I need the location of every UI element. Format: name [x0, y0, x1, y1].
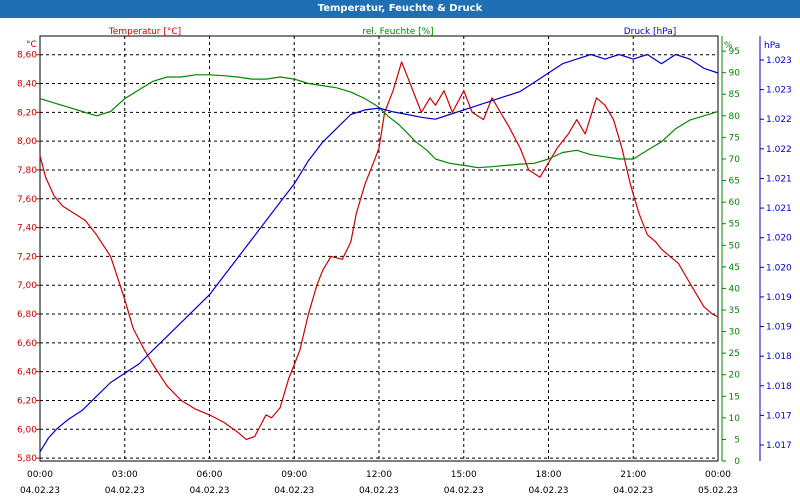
data-series	[39, 53, 719, 453]
y-tick-label-humidity: 35	[729, 306, 740, 316]
y-tick-label-temperature: 7,00	[17, 281, 37, 291]
y-tick-label-temperature: 8,40	[17, 80, 37, 90]
y-tick-label-pressure: 1.021	[766, 204, 792, 214]
y-tick-label-temperature: 7,40	[17, 224, 37, 234]
y-tick-label-humidity: 80	[729, 112, 741, 122]
series-line-humidity	[39, 74, 719, 169]
y-tick-label-pressure: 1.023	[766, 86, 792, 96]
y-tick-label-temperature: 6,60	[17, 339, 37, 349]
y-tick-label-humidity: 60	[729, 198, 741, 208]
y-tick-label-humidity: 85	[729, 90, 740, 100]
y-tick-label-pressure: 1.020	[766, 263, 792, 273]
y-tick-label-pressure: 1.018	[766, 382, 792, 392]
unit-temperature: °C	[26, 40, 37, 50]
y-tick-label-pressure: 1.021	[766, 174, 792, 184]
axis-label-humidity: rel. Feuchte [%]	[362, 27, 433, 37]
y-tick-label-pressure: 1.019	[766, 293, 792, 303]
axis-label-temperature: Temperatur [°C]	[108, 27, 181, 37]
y-tick-label-pressure: 1.023	[766, 56, 792, 66]
y-tick-label-humidity: 65	[729, 177, 740, 187]
x-tick-time: 12:00	[366, 470, 392, 480]
y-tick-label-pressure: 1.018	[766, 352, 792, 362]
y-tick-label-temperature: 7,60	[17, 195, 37, 205]
x-tick-time: 06:00	[197, 470, 223, 480]
unit-humidity: %	[724, 41, 733, 51]
x-tick-time: 00:00	[705, 470, 731, 480]
x-tick-date: 04.02.23	[274, 486, 314, 496]
y-tick-label-humidity: 5	[734, 435, 740, 445]
y-tick-label-humidity: 70	[729, 155, 741, 165]
y-tick-label-pressure: 1.022	[766, 115, 792, 125]
grid-lines	[40, 36, 718, 461]
y-tick-label-humidity: 20	[729, 371, 741, 381]
x-tick-date: 04.02.23	[528, 486, 568, 496]
y-tick-label-pressure: 1.022	[766, 145, 792, 155]
x-tick-date: 04.02.23	[613, 486, 653, 496]
y-tick-label-humidity: 55	[729, 220, 740, 230]
x-tick-time: 15:00	[451, 470, 477, 480]
y-tick-label-temperature: 7,80	[17, 166, 37, 176]
plot-frame	[39, 35, 719, 462]
axis-labels: Temperatur [°C] rel. Feuchte [%] Druck […	[26, 27, 780, 51]
y-tick-label-pressure: 1.019	[766, 323, 792, 333]
x-tick-date: 04.02.23	[105, 486, 145, 496]
y-tick-label-pressure: 1.017	[766, 411, 792, 421]
series-line-temperature	[39, 61, 719, 440]
x-tick-time: 21:00	[620, 470, 646, 480]
y-tick-label-humidity: 15	[729, 392, 740, 402]
y-tick-label-humidity: 25	[729, 349, 740, 359]
chart-axes: 00:00 04.02.23 03:00 04.02.23 06:00 04.02.23 0…	[17, 35, 792, 496]
y-tick-label-temperature: 7,20	[17, 252, 37, 262]
x-tick-date: 04.02.23	[359, 486, 399, 496]
y-tick-label-pressure: 1.017	[766, 441, 792, 451]
x-tick-date: 04.02.23	[189, 486, 229, 496]
weather-chart: 00:00 04.02.23 03:00 04.02.23 06:00 04.02.23 0…	[17, 27, 792, 496]
window-title: Temperatur, Feuchte & Druck	[0, 0, 800, 18]
y-tick-label-temperature: 5,80	[17, 454, 37, 464]
y-tick-label-temperature: 8,00	[17, 137, 37, 147]
y-tick-label-pressure: 1.020	[766, 234, 792, 244]
unit-pressure: hPa	[764, 41, 780, 51]
x-tick-date: 05.02.23	[698, 486, 738, 496]
y-tick-label-humidity: 40	[729, 284, 741, 294]
y-tick-label-humidity: 30	[729, 328, 741, 338]
y-tick-label-temperature: 6,80	[17, 310, 37, 320]
series-line-pressure	[39, 53, 719, 453]
y-tick-label-temperature: 6,40	[17, 368, 37, 378]
y-tick-label-temperature: 8,60	[17, 51, 37, 61]
y-tick-label-temperature: 6,20	[17, 396, 37, 406]
x-tick-time: 09:00	[281, 470, 307, 480]
y-tick-label-humidity: 95	[729, 47, 740, 57]
x-tick-time: 03:00	[112, 470, 138, 480]
y-tick-label-humidity: 0	[734, 457, 740, 467]
x-tick-time: 00:00	[27, 470, 53, 480]
y-tick-label-temperature: 6,00	[17, 425, 37, 435]
y-tick-label-temperature: 8,20	[17, 108, 37, 118]
x-tick-date: 04.02.23	[444, 486, 484, 496]
axis-label-pressure: Druck [hPa]	[624, 27, 677, 37]
y-tick-label-humidity: 10	[729, 414, 741, 424]
x-tick-time: 18:00	[536, 470, 562, 480]
y-tick-label-humidity: 45	[729, 263, 740, 273]
y-tick-label-humidity: 90	[729, 69, 741, 79]
x-tick-date: 04.02.23	[20, 486, 60, 496]
y-tick-label-humidity: 50	[729, 241, 741, 251]
y-tick-label-humidity: 75	[729, 133, 740, 143]
